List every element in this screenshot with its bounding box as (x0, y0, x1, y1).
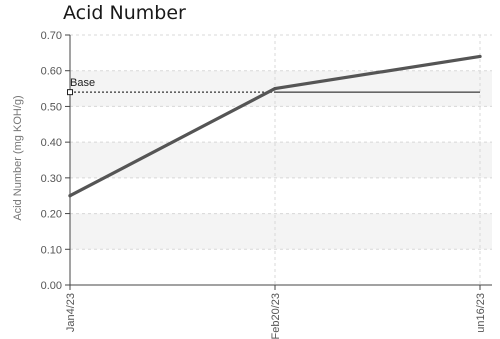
background-band (70, 142, 492, 178)
data-point (478, 54, 482, 59)
y-tick-labels: 0.00 0.10 0.20 0.30 0.40 0.50 0.60 0.70 (41, 30, 62, 292)
chart-title: Acid Number (63, 2, 186, 24)
baseline-label: Base (70, 77, 95, 89)
x-tick-label: un16/23 (475, 293, 487, 333)
y-tick-label: 0.70 (41, 30, 62, 42)
series-group (68, 54, 482, 198)
grid-lines (65, 34, 492, 290)
y-tick-label: 0.60 (41, 66, 62, 78)
axes (69, 35, 492, 286)
baseline-group: Base (67, 77, 480, 96)
y-axis-label: Acid Number (mg KOH/g) (12, 95, 24, 220)
y-tick-label: 0.30 (41, 173, 62, 185)
background-band (70, 213, 492, 250)
y-tick-label: 0.40 (41, 137, 62, 149)
y-tick-label: 0.00 (41, 280, 62, 292)
data-point (68, 194, 72, 198)
y-tick-label: 0.20 (41, 209, 62, 221)
x-tick-label: Jan4/23 (65, 293, 77, 332)
background-bands (70, 70, 492, 250)
y-tick-label: 0.10 (41, 244, 62, 256)
baseline-marker (67, 89, 73, 96)
data-point (273, 86, 277, 91)
x-tick-labels: Jan4/23 Feb20/23 un16/23 (65, 293, 487, 339)
x-tick-label: Feb20/23 (270, 293, 282, 339)
y-tick-label: 0.50 (41, 101, 62, 113)
